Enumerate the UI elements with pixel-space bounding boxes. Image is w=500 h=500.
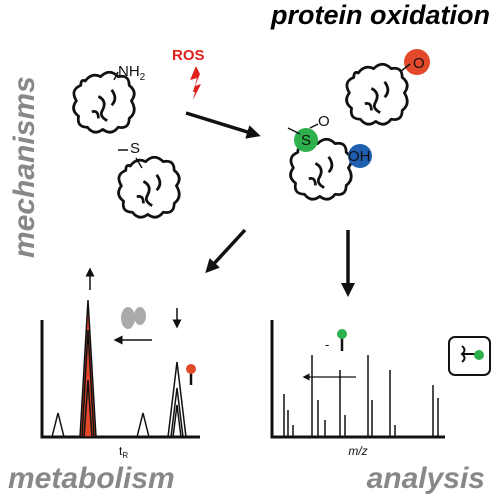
cell: [134, 307, 146, 325]
axis: [40, 320, 200, 439]
bond: [399, 63, 411, 73]
carbonyl: O: [413, 55, 425, 72]
peak: [51, 361, 187, 438]
metabolism-label: metabolism: [8, 462, 175, 495]
hydroxyl-marker: [348, 144, 372, 168]
sulfoxide-s: S: [301, 132, 311, 149]
peak: [283, 355, 439, 437]
protein: [345, 62, 409, 126]
axis: [270, 320, 445, 439]
legend-box: [448, 336, 491, 376]
ros: ROS: [172, 47, 205, 64]
tag: [186, 364, 196, 374]
lightning: [190, 66, 201, 100]
arrow: [185, 111, 261, 139]
analysis-label: analysis: [367, 462, 485, 495]
tag: [337, 329, 347, 339]
amine: NH2: [118, 63, 146, 83]
bond: [113, 71, 119, 81]
protein: [117, 155, 181, 219]
title: protein oxidation: [270, 0, 490, 30]
carbonyl-marker: [404, 49, 430, 75]
hydroxyl: OH: [348, 148, 371, 165]
sulfoxide-o: O: [318, 113, 330, 130]
peak: [81, 329, 95, 438]
legend-symbol: [474, 350, 484, 360]
mechanisms-label: mechanisms: [8, 76, 41, 258]
peak: [79, 299, 97, 438]
cell: [121, 307, 135, 329]
retention-label: tR: [119, 444, 128, 460]
loss: -: [325, 337, 329, 352]
protein: [72, 70, 136, 134]
bond: [287, 123, 319, 135]
arrow: [205, 228, 247, 274]
mz-label: m/z: [348, 444, 367, 458]
thioether: S: [130, 140, 140, 157]
bond: [118, 149, 143, 169]
